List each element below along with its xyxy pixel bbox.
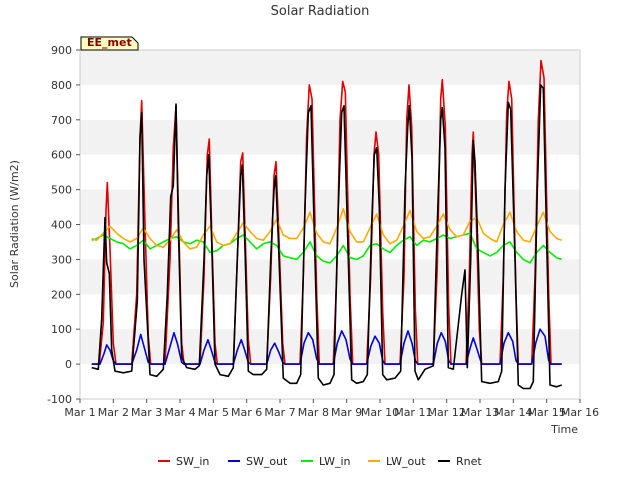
x-tick-label: Mar 3 xyxy=(131,406,162,419)
y-tick-label: 300 xyxy=(51,253,72,266)
x-tick-label: Mar 8 xyxy=(298,406,329,419)
y-axis-label: Solar Radiation (W/m2) xyxy=(8,160,21,288)
x-tick-label: Mar 13 xyxy=(461,406,499,419)
y-tick-label: 800 xyxy=(51,79,72,92)
x-tick-label: Mar 16 xyxy=(561,406,599,419)
x-tick-label: Mar 9 xyxy=(331,406,362,419)
x-tick-label: Mar 10 xyxy=(361,406,399,419)
x-tick-label: Mar 11 xyxy=(394,406,432,419)
x-tick-label: Mar 15 xyxy=(528,406,566,419)
grid-band xyxy=(80,259,580,295)
x-tick-label: Mar 12 xyxy=(428,406,466,419)
series-line-rnet xyxy=(91,84,562,390)
legend-label: SW_out xyxy=(246,455,288,468)
station-badge-label: EE_met xyxy=(87,36,132,49)
x-axis-ticks: Mar 1 Mar 2 Mar 3 Mar 4 Mar 5 Mar 6 Mar 7 Mar 8… xyxy=(64,399,599,419)
chart-title: Solar Radiation xyxy=(271,4,370,19)
grid-band xyxy=(80,50,580,85)
series-lines xyxy=(91,59,562,390)
grid-band xyxy=(80,119,580,155)
y-tick-label: 100 xyxy=(51,323,72,336)
legend-label: SW_in xyxy=(176,455,209,468)
y-tick-label: 700 xyxy=(51,114,72,127)
grid-band xyxy=(80,84,580,120)
series-line-sw-out xyxy=(91,328,562,365)
y-tick-label: 600 xyxy=(51,149,72,162)
grid-band xyxy=(80,154,580,190)
legend: SW_in SW_out LW_in LW_out Rnet xyxy=(158,455,482,468)
x-tick-label: Mar 1 xyxy=(64,406,95,419)
y-tick-label: 0 xyxy=(65,358,72,371)
legend-label: LW_in xyxy=(319,455,351,468)
y-tick-label: 500 xyxy=(51,184,72,197)
grid-band xyxy=(80,329,580,365)
grid-band xyxy=(80,294,580,330)
x-tick-label: Mar 4 xyxy=(164,406,195,419)
y-tick-label: 400 xyxy=(51,219,72,232)
grid-band xyxy=(80,189,580,225)
x-axis-label: Time xyxy=(550,423,578,436)
y-tick-label: -100 xyxy=(47,393,72,406)
legend-label: LW_out xyxy=(386,455,426,468)
y-axis-ticks: -100 0 100 200 300 400 500 600 700 800 900 xyxy=(47,44,80,406)
y-tick-label: 200 xyxy=(51,288,72,301)
legend-label: Rnet xyxy=(456,455,482,468)
station-badge: EE_met xyxy=(80,36,139,51)
x-tick-label: Mar 5 xyxy=(198,406,229,419)
x-tick-label: Mar 2 xyxy=(98,406,129,419)
x-tick-label: Mar 7 xyxy=(264,406,295,419)
y-tick-label: 900 xyxy=(51,44,72,57)
x-tick-label: Mar 6 xyxy=(231,406,262,419)
x-tick-label: Mar 14 xyxy=(494,406,532,419)
station-badge-box xyxy=(80,36,139,51)
